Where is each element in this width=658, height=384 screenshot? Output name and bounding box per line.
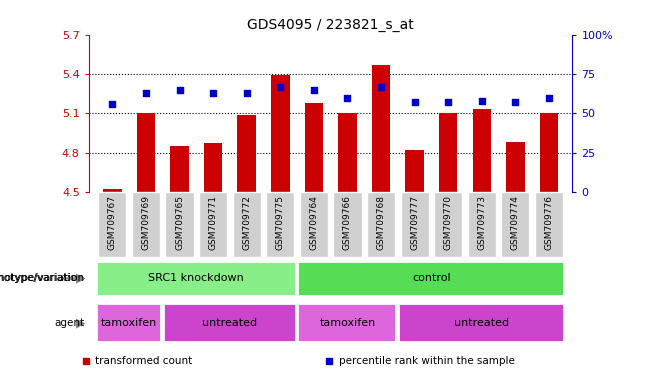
Bar xyxy=(501,192,530,257)
Text: GSM709766: GSM709766 xyxy=(343,195,352,250)
Bar xyxy=(199,192,227,257)
Text: GSM709769: GSM709769 xyxy=(141,195,151,250)
Bar xyxy=(434,192,463,257)
Bar xyxy=(170,146,189,192)
Bar xyxy=(137,113,155,192)
Point xyxy=(476,98,487,104)
Title: GDS4095 / 223821_s_at: GDS4095 / 223821_s_at xyxy=(247,18,414,32)
Text: genotype/variation: genotype/variation xyxy=(0,273,84,283)
Bar xyxy=(305,103,323,192)
Text: GSM709775: GSM709775 xyxy=(276,195,285,250)
Point xyxy=(275,83,286,89)
Bar xyxy=(372,65,390,192)
Bar xyxy=(535,192,563,257)
Bar xyxy=(163,303,295,342)
Bar xyxy=(95,261,295,296)
Text: untreated: untreated xyxy=(202,318,257,328)
Bar xyxy=(439,113,457,192)
Text: GSM709764: GSM709764 xyxy=(309,195,318,250)
Bar xyxy=(204,144,222,192)
Bar xyxy=(405,150,424,192)
Bar xyxy=(300,192,328,257)
Text: transformed count: transformed count xyxy=(95,356,193,366)
Point xyxy=(443,99,453,105)
Bar xyxy=(506,142,524,192)
Text: GSM709772: GSM709772 xyxy=(242,195,251,250)
Bar xyxy=(238,114,256,192)
Bar xyxy=(297,303,397,342)
Bar xyxy=(540,113,558,192)
Bar xyxy=(103,189,122,192)
Point xyxy=(241,90,252,96)
Bar xyxy=(297,261,565,296)
Text: GSM709777: GSM709777 xyxy=(410,195,419,250)
Text: percentile rank within the sample: percentile rank within the sample xyxy=(339,356,515,366)
Bar xyxy=(401,192,429,257)
Text: control: control xyxy=(412,273,451,283)
Point xyxy=(141,90,151,96)
Bar xyxy=(271,75,290,192)
Text: untreated: untreated xyxy=(454,318,509,328)
Bar xyxy=(232,192,261,257)
Bar xyxy=(98,192,126,257)
Text: GSM709774: GSM709774 xyxy=(511,195,520,250)
Text: genotype/variation: genotype/variation xyxy=(0,273,84,283)
Point xyxy=(342,94,353,101)
Point xyxy=(309,87,319,93)
Text: tamoxifen: tamoxifen xyxy=(101,318,157,328)
Bar xyxy=(468,192,496,257)
Text: ▶: ▶ xyxy=(76,272,86,285)
Text: SRC1 knockdown: SRC1 knockdown xyxy=(149,273,244,283)
Point xyxy=(107,101,118,107)
Point xyxy=(544,94,554,101)
Text: GSM709770: GSM709770 xyxy=(443,195,453,250)
Point xyxy=(376,83,386,89)
Point xyxy=(174,87,185,93)
Point xyxy=(208,90,218,96)
Bar xyxy=(334,192,361,257)
Bar xyxy=(338,113,357,192)
Text: GSM709765: GSM709765 xyxy=(175,195,184,250)
Point xyxy=(409,99,420,105)
Text: GSM709771: GSM709771 xyxy=(209,195,218,250)
Bar xyxy=(132,192,160,257)
Text: GSM709776: GSM709776 xyxy=(544,195,553,250)
Point xyxy=(510,99,520,105)
Bar xyxy=(367,192,395,257)
Text: GSM709773: GSM709773 xyxy=(477,195,486,250)
Text: tamoxifen: tamoxifen xyxy=(319,318,376,328)
Bar xyxy=(398,303,565,342)
Bar xyxy=(266,192,294,257)
Bar xyxy=(95,303,161,342)
Text: ▶: ▶ xyxy=(76,316,86,329)
Bar xyxy=(165,192,193,257)
Text: GSM709767: GSM709767 xyxy=(108,195,117,250)
Bar xyxy=(472,109,491,192)
Text: agent: agent xyxy=(54,318,84,328)
Text: GSM709768: GSM709768 xyxy=(376,195,386,250)
